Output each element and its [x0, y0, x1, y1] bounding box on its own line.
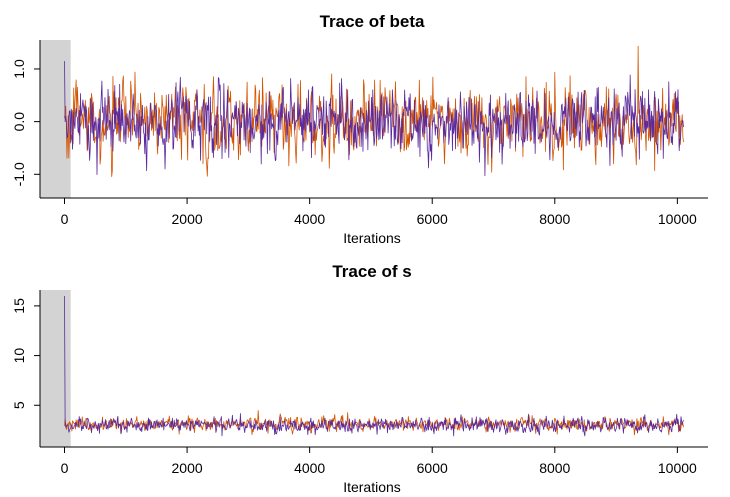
chart-title: Trace of beta	[320, 12, 425, 31]
trace-lines	[64, 45, 684, 178]
axes: 0 2000 4000 6000 8000 10000 -1.0 0.0 1.0	[11, 40, 708, 227]
y-tick-label: 0.0	[11, 112, 27, 132]
x-tick-label: 10000	[658, 460, 697, 476]
x-tick-label: 4000	[294, 211, 325, 227]
chart-title: Trace of s	[332, 262, 411, 281]
x-tick-label: 8000	[539, 460, 570, 476]
y-tick-label: -1.0	[11, 162, 27, 186]
x-axis-label: Iterations	[343, 230, 401, 246]
x-tick-label: 0	[61, 211, 69, 227]
x-tick-label: 8000	[539, 211, 570, 227]
series-line-chain-2	[64, 61, 684, 177]
x-tick-label: 6000	[417, 211, 448, 227]
axes: 0 2000 4000 6000 8000 10000 5 10 15	[11, 290, 708, 476]
x-tick-label: 4000	[294, 460, 325, 476]
x-tick-label: 6000	[417, 460, 448, 476]
x-tick-label: 0	[61, 460, 69, 476]
x-tick-label: 2000	[172, 460, 203, 476]
y-tick-label: 1.0	[11, 59, 27, 79]
series-line-chain-2	[64, 295, 684, 437]
trace-s-panel: 0 2000 4000 6000 8000 10000 5 10 15 Trace of s I…	[11, 262, 708, 495]
y-tick-label: 5	[11, 401, 27, 409]
y-tick-label: 15	[11, 298, 27, 314]
x-axis-label: Iterations	[343, 479, 401, 495]
x-tick-label: 10000	[658, 211, 697, 227]
trace-lines	[64, 295, 684, 437]
trace-beta-panel: 0 2000 4000 6000 8000 10000 -1.0 0.0 1.0 Trace o…	[11, 12, 708, 246]
y-tick-label: 10	[11, 348, 27, 364]
x-tick-label: 2000	[172, 211, 203, 227]
